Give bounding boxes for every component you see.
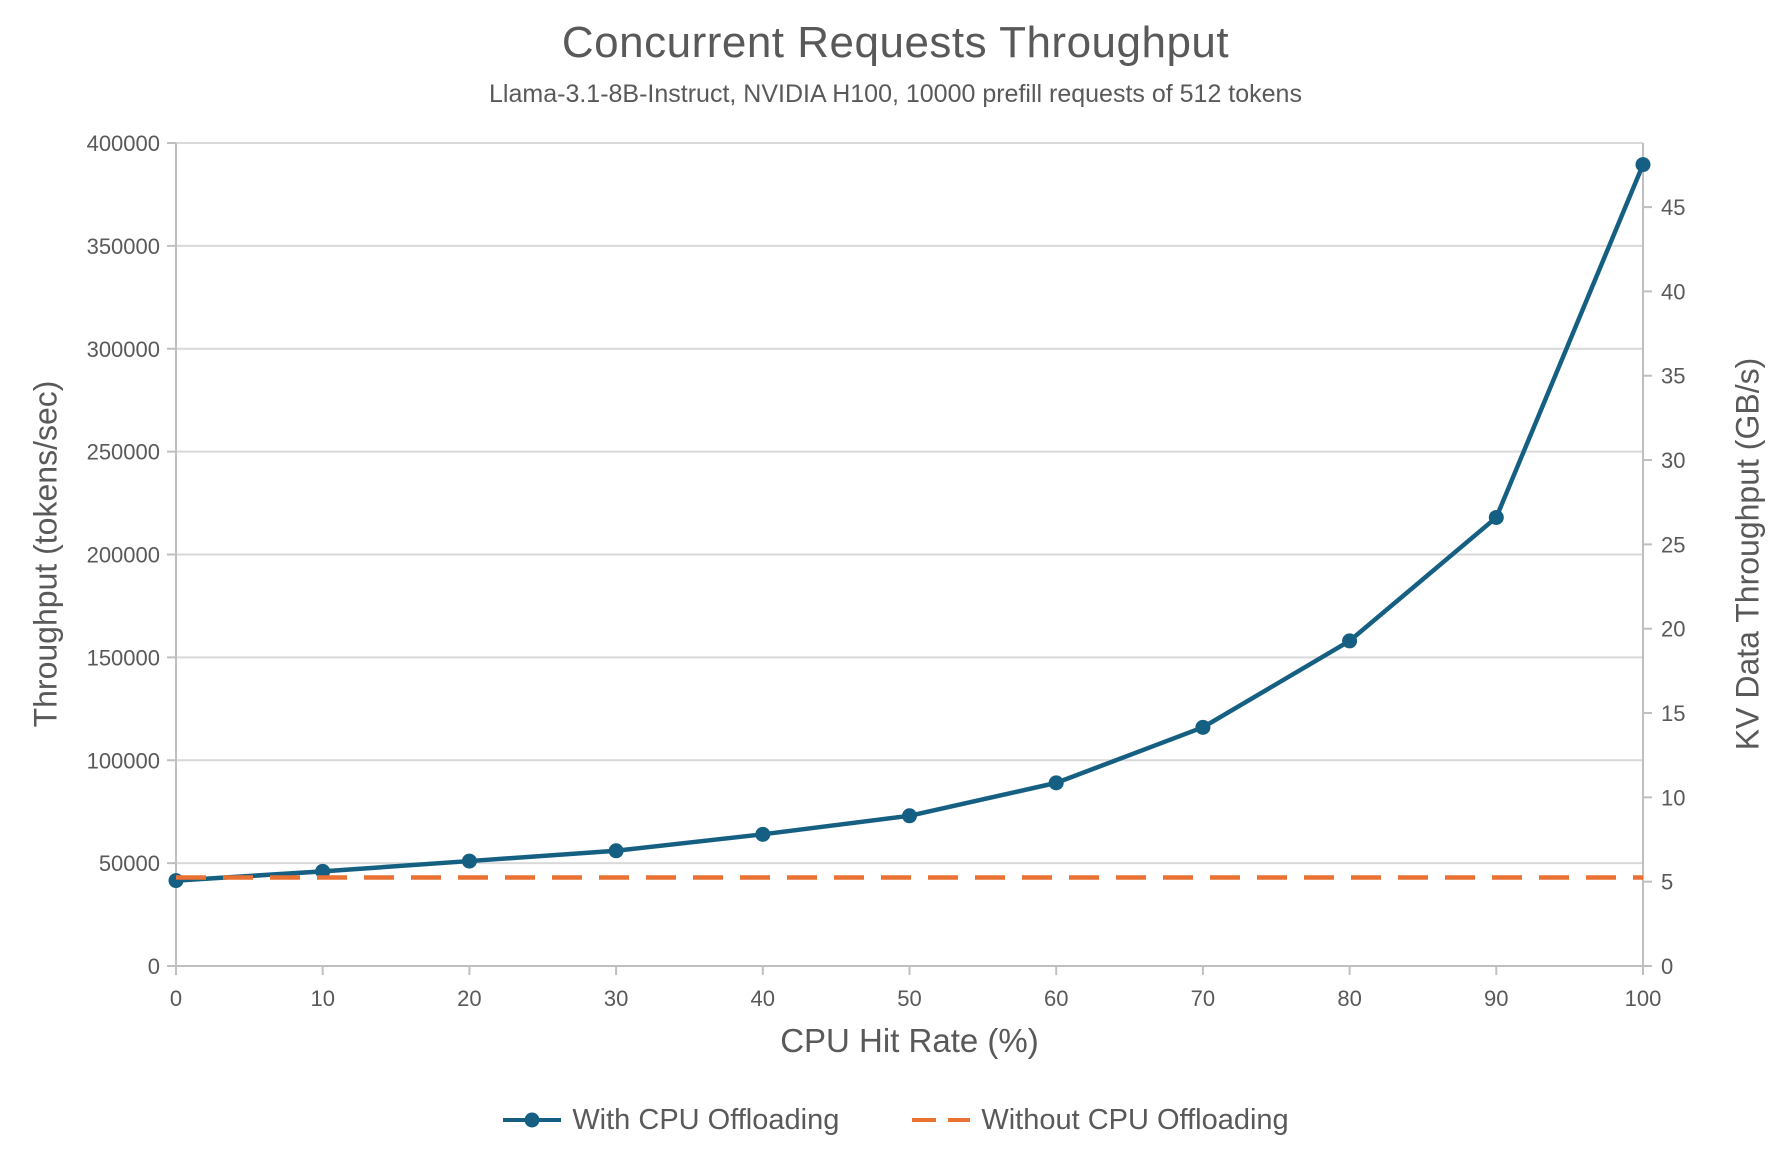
x-axis-tick-label: 30 [604,986,628,1011]
x-axis-tick-label: 80 [1337,986,1361,1011]
left-axis-tick-label: 250000 [87,440,160,465]
data-point [755,826,771,842]
x-axis-tick-label: 10 [310,986,334,1011]
left-axis-tick-label: 50000 [99,851,160,876]
right-axis-tick-label: 5 [1661,870,1673,895]
series-line-0 [175,163,1646,883]
left-axis-tick-label: 350000 [87,234,160,259]
right-axis-title: KV Data Throughput (GB/s) [1729,357,1766,751]
data-point [902,808,917,824]
right-axis-tick-label: 45 [1661,195,1685,220]
data-point [315,863,331,879]
right-axis-tick-label: 15 [1661,701,1685,726]
left-axis-tick-label: 300000 [87,337,160,362]
legend-marker-dashed-line-icon [912,1118,971,1122]
left-axis-tick-label: 0 [148,954,160,979]
legend-label-without-cpu-offloading: Without CPU Offloading [981,1103,1289,1136]
x-axis-tick-label: 50 [897,986,921,1011]
legend-item-with-cpu-offloading: With CPU Offloading [502,1104,839,1137]
data-point [1635,157,1651,173]
chart-title: Concurrent Requests Throughput [561,18,1230,67]
right-axis-tick-label: 0 [1661,954,1673,979]
x-axis-tick-label: 40 [751,986,775,1011]
right-axis-tick-label: 10 [1661,785,1685,810]
x-axis-tick-label: 70 [1191,986,1215,1011]
legend-item-without-cpu-offloading: Without CPU Offloading [911,1103,1289,1137]
data-point [1048,775,1064,791]
x-axis-tick-label: 20 [457,986,481,1011]
left-axis-title: Throughput (tokens/sec) [27,380,64,728]
legend: With CPU Offloading Without CPU Offloadi… [0,1098,1791,1142]
legend-marker-line-dot-icon [503,1112,562,1128]
data-point [1195,719,1211,735]
x-axis-tick-label: 60 [1044,986,1068,1011]
x-axis-tick-label: 90 [1484,986,1508,1011]
right-axis-tick-label: 35 [1661,364,1685,389]
x-axis-title: CPU Hit Rate (%) [780,1022,1039,1059]
right-axis-tick-label: 30 [1661,448,1685,473]
data-point [608,843,624,859]
right-axis-tick-label: 40 [1661,279,1685,304]
left-axis-tick-label: 200000 [87,543,160,568]
x-axis-tick-label: 0 [170,986,182,1011]
right-axis-tick-label: 20 [1661,617,1685,642]
left-axis-tick-label: 150000 [87,645,160,670]
right-axis-tick-label: 25 [1661,532,1685,557]
data-point [1488,509,1504,525]
chart-subtitle: Llama-3.1-8B-Instruct, NVIDIA H100, 1000… [489,80,1302,108]
left-axis-tick-label: 400000 [87,131,160,156]
x-axis-tick-label: 100 [1625,986,1662,1011]
legend-label-with-cpu-offloading: With CPU Offloading [572,1103,840,1136]
data-point [461,853,477,869]
left-axis-tick-label: 100000 [87,748,160,773]
data-point [1342,633,1358,649]
